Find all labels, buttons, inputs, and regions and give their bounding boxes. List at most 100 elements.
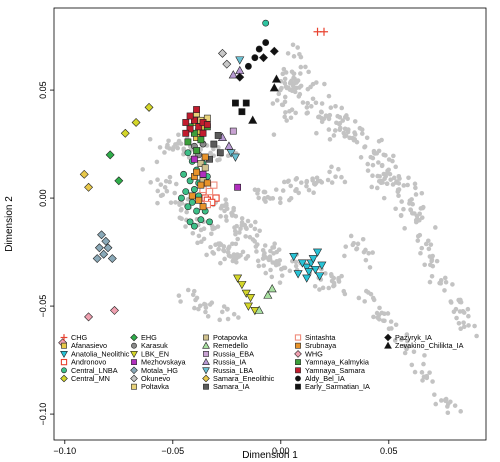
legend-label-ehg: EHG [141, 333, 157, 342]
point-srubnaya [203, 179, 211, 187]
background-point [333, 174, 338, 179]
background-point [438, 281, 444, 286]
background-point [197, 303, 203, 309]
background-point [391, 175, 397, 181]
background-point [256, 195, 262, 201]
background-point [429, 273, 435, 279]
legend-label-poltavka: Poltavka [141, 382, 170, 391]
legend-marker-central-mn [60, 374, 68, 383]
background-point [255, 258, 261, 264]
background-point [193, 297, 198, 303]
legend-marker-russia-eba [203, 350, 209, 357]
background-point [229, 213, 235, 218]
background-point [406, 175, 411, 181]
background-point [366, 250, 371, 256]
point-central-lnba [184, 203, 192, 211]
background-point [216, 246, 221, 252]
background-point [208, 244, 213, 250]
background-point [328, 272, 334, 277]
background-point [185, 287, 191, 293]
background-point [370, 155, 376, 161]
legend-label-aldy-bel-ia: Aldy_Bel_IA [305, 374, 345, 383]
background-point [362, 299, 367, 304]
background-point [376, 138, 382, 144]
background-point [173, 181, 179, 187]
point-zevakino-chilikta-ia [271, 74, 282, 83]
background-point [226, 246, 231, 252]
background-point [284, 118, 289, 123]
background-point [228, 254, 233, 259]
legend-marker-whg [294, 350, 302, 358]
background-point [371, 314, 376, 320]
background-point [370, 250, 375, 255]
background-point [337, 121, 342, 127]
background-point [148, 180, 153, 185]
background-point [231, 311, 237, 317]
background-point [262, 243, 268, 248]
point-pazyryk-ia [269, 46, 279, 56]
point-srubnaya [188, 192, 196, 200]
background-point [282, 99, 288, 105]
background-point [317, 114, 322, 120]
background-point [297, 91, 303, 97]
legend-marker-andronovo [60, 358, 68, 366]
background-point [342, 179, 348, 185]
point-remedello [267, 283, 277, 293]
background-point [412, 369, 418, 375]
background-point [265, 194, 271, 200]
background-point [252, 187, 258, 193]
background-point [458, 326, 463, 332]
background-point [407, 201, 412, 206]
background-point [319, 119, 325, 125]
background-point [454, 315, 459, 321]
point-yamnaya-samara [193, 106, 200, 113]
background-point [433, 401, 439, 407]
background-point [322, 81, 327, 87]
point-lbk-en [233, 274, 243, 283]
point-central-lnba [178, 194, 185, 202]
background-point [261, 263, 267, 268]
point-sintashta [210, 181, 218, 189]
point-anatolia-neolithic [289, 253, 299, 262]
background-point [418, 206, 424, 211]
background-point [409, 362, 415, 368]
background-point [245, 254, 251, 259]
background-point [290, 42, 296, 48]
background-point [178, 141, 184, 146]
y-tick-label: −0.10 [38, 403, 48, 426]
background-point [365, 168, 371, 173]
background-point [209, 300, 215, 305]
background-point [421, 361, 426, 367]
background-point [158, 182, 164, 187]
background-point [225, 316, 231, 322]
background-point [352, 130, 357, 135]
background-point [221, 244, 227, 249]
background-point [445, 410, 451, 416]
background-point [419, 245, 425, 251]
background-point [277, 258, 283, 263]
legend-label-central-lnba: Central_LNBA [71, 366, 118, 375]
background-point [204, 252, 209, 258]
background-point [326, 93, 332, 99]
background-point [461, 324, 467, 330]
background-point [430, 379, 435, 384]
background-point [209, 231, 214, 237]
point-russia-eba [229, 127, 237, 135]
background-point [399, 199, 404, 204]
background-point [419, 370, 425, 375]
legend-label-russia-eba: Russia_EBA [213, 349, 254, 358]
background-point [271, 132, 277, 137]
legend: CHGAfanasievoAnatolia_NeolithicAndronovo… [60, 333, 464, 391]
legend-label-early-sarmatian-ia: Early_Sarmatian_IA [305, 382, 370, 391]
legend-marker-aldy-bel-ia [295, 375, 301, 382]
background-point [392, 338, 398, 343]
background-point [465, 306, 471, 312]
background-point [140, 167, 145, 172]
background-point [329, 164, 334, 170]
point-mezhovskaya [191, 155, 198, 163]
background-point [282, 76, 288, 82]
x-axis-title: Dimension 1 [242, 450, 298, 461]
background-point [274, 98, 280, 103]
point-lbk-en [241, 289, 251, 298]
background-point [236, 315, 241, 320]
